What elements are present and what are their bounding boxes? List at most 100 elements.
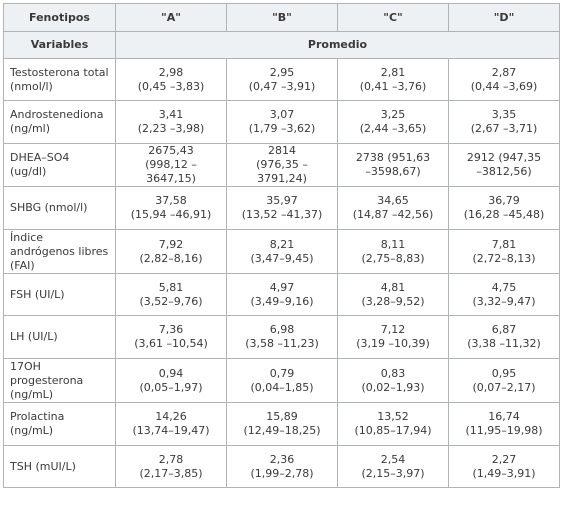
- mean-value: 2675,43: [148, 144, 194, 158]
- table-row: SHBG (nmol/l) 37,58 (15,94 –46,91) 35,97 (13…: [3, 186, 560, 230]
- range-value: (3,52–9,76): [139, 294, 203, 308]
- mean-value: 2814: [268, 144, 296, 158]
- mean-value: 0,83: [380, 366, 406, 380]
- range-value: (16,28 –45,48): [463, 208, 545, 221]
- mean-value: 2,95: [269, 65, 295, 79]
- table-row: DHEA–SO4 (ug/dl) 2675,43 (998,12 –3647,15)…: [3, 143, 560, 187]
- range-value: (3,61 –10,54): [134, 337, 208, 350]
- range-value: (2,82–8,16): [139, 251, 203, 265]
- variable-label: Índice andrógenos libres (FAI): [3, 229, 116, 274]
- value-cell: 8,11 (2,75–8,83): [337, 229, 449, 274]
- mean-value: 8,21: [269, 237, 295, 251]
- phenotype-d-header: "D": [448, 3, 560, 32]
- range-value: (11,95–19,98): [465, 424, 543, 437]
- range-value: (1,79 –3,62): [248, 122, 316, 135]
- table-row: Prolactina (ng/mL) 14,26 (13,74–19,47) 15,8…: [3, 402, 560, 446]
- range-value: (3,38 –11,32): [467, 337, 541, 350]
- value-cell: 2,98 (0,45 –3,83): [115, 58, 227, 101]
- value-cell: 2,54 (2,15–3,97): [337, 445, 449, 488]
- range-value: (1,99–2,78): [250, 466, 314, 480]
- value-cell: 15,89 (12,49–18,25): [226, 402, 338, 446]
- range-value: (0,02–1,93): [361, 380, 425, 394]
- range-value: (998,12 –3647,15): [145, 158, 197, 185]
- value-cell: 2,95 (0,47 –3,91): [226, 58, 338, 101]
- value-cell: 6,87 (3,38 –11,32): [448, 315, 560, 359]
- table-row: Testosterona total (nmol/l) 2,98 (0,45 –3,…: [3, 58, 560, 101]
- table-row: Índice andrógenos libres (FAI) 7,92 (2,82–…: [3, 229, 560, 274]
- mean-value: 2,54: [380, 452, 406, 466]
- range-value: (13,52 –41,37): [241, 208, 323, 221]
- range-value: (0,44 –3,69): [470, 79, 538, 93]
- mean-value: 4,97: [269, 280, 295, 294]
- variable-label: 17OH progesterona (ng/mL): [3, 358, 116, 403]
- value-cell: 13,52 (10,85–17,94): [337, 402, 449, 446]
- range-value: –3812,56): [476, 165, 532, 178]
- value-cell: 5,81 (3,52–9,76): [115, 273, 227, 316]
- range-value: (2,67 –3,71): [470, 122, 538, 135]
- range-value: (3,28–9,52): [361, 294, 425, 308]
- value-cell: 3,41 (2,23 –3,98): [115, 100, 227, 144]
- value-cell: 7,36 (3,61 –10,54): [115, 315, 227, 359]
- value-cell: 36,79 (16,28 –45,48): [448, 186, 560, 230]
- range-value: (0,45 –3,83): [137, 79, 205, 93]
- table-row: Androstenediona (ng/ml) 3,41 (2,23 –3,98) 3…: [3, 100, 560, 144]
- range-value: (1,49–3,91): [472, 466, 536, 480]
- range-value: (0,05–1,97): [139, 380, 203, 394]
- value-cell: 8,21 (3,47–9,45): [226, 229, 338, 274]
- range-value: (0,41 –3,76): [359, 79, 427, 93]
- value-cell: 4,75 (3,32–9,47): [448, 273, 560, 316]
- value-cell: 2,78 (2,17–3,85): [115, 445, 227, 488]
- mean-value: 36,79: [488, 194, 520, 207]
- mean-value: 7,81: [491, 237, 517, 251]
- mean-value: 34,65: [377, 194, 409, 207]
- mean-value: 13,52: [377, 410, 409, 423]
- variable-label: TSH (mUI/L): [3, 445, 116, 488]
- range-value: (13,74–19,47): [132, 424, 210, 437]
- mean-value: 8,11: [380, 237, 406, 251]
- variable-label: Testosterona total (nmol/l): [3, 58, 116, 101]
- range-value: (3,58 –11,23): [245, 337, 319, 350]
- mean-value: 5,81: [158, 280, 184, 294]
- range-value: –3598,67): [365, 165, 421, 178]
- mean-value: 35,97: [266, 194, 298, 207]
- mean-value: 6,87: [491, 323, 517, 336]
- range-value: (3,19 –10,39): [356, 337, 430, 350]
- value-cell: 0,95 (0,07–2,17): [448, 358, 560, 403]
- mean-value: 3,41: [158, 108, 184, 121]
- table-row: 17OH progesterona (ng/mL) 0,94 (0,05–1,97)…: [3, 358, 560, 403]
- table-body: Testosterona total (nmol/l) 2,98 (0,45 –3,…: [3, 58, 560, 488]
- range-value: (0,07–2,17): [472, 380, 536, 394]
- value-cell: 2,36 (1,99–2,78): [226, 445, 338, 488]
- value-cell: 6,98 (3,58 –11,23): [226, 315, 338, 359]
- mean-value: 2,81: [380, 65, 406, 79]
- fenotipos-header: Fenotipos: [3, 3, 116, 32]
- phenotype-c-header: "C": [337, 3, 449, 32]
- value-cell: 2,27 (1,49–3,91): [448, 445, 560, 488]
- variable-label: DHEA–SO4 (ug/dl): [3, 143, 116, 187]
- value-cell: 3,25 (2,44 –3,65): [337, 100, 449, 144]
- value-cell: 0,79 (0,04–1,85): [226, 358, 338, 403]
- range-value: (0,04–1,85): [250, 380, 314, 394]
- value-cell: 37,58 (15,94 –46,91): [115, 186, 227, 230]
- range-value: (2,44 –3,65): [359, 122, 427, 135]
- value-cell: 7,92 (2,82–8,16): [115, 229, 227, 274]
- mean-value: 2738 (951,63: [355, 151, 431, 164]
- mean-value: 3,25: [380, 108, 406, 121]
- phenotype-b-header: "B": [226, 3, 338, 32]
- variable-label: FSH (UI/L): [3, 273, 116, 316]
- value-cell: 2,87 (0,44 –3,69): [448, 58, 560, 101]
- mean-value: 15,89: [266, 410, 298, 423]
- mean-value: 4,75: [491, 280, 517, 294]
- range-value: (12,49–18,25): [243, 424, 321, 437]
- table-row: LH (UI/L) 7,36 (3,61 –10,54) 6,98 (3,58 –11,…: [3, 315, 560, 359]
- value-cell: 3,07 (1,79 –3,62): [226, 100, 338, 144]
- variable-label: Androstenediona (ng/ml): [3, 100, 116, 144]
- mean-value: 0,79: [269, 366, 295, 380]
- value-cell: 7,12 (3,19 –10,39): [337, 315, 449, 359]
- hormone-table: Fenotipos "A" "B" "C" "D" Variables Prom…: [3, 3, 560, 488]
- subheader-row: Variables Promedio: [3, 31, 560, 59]
- value-cell: 2675,43 (998,12 –3647,15): [115, 143, 227, 187]
- variable-label: SHBG (nmol/l): [3, 186, 116, 230]
- value-cell: 2912 (947,35 –3812,56): [448, 143, 560, 187]
- mean-value: 2,98: [158, 65, 184, 79]
